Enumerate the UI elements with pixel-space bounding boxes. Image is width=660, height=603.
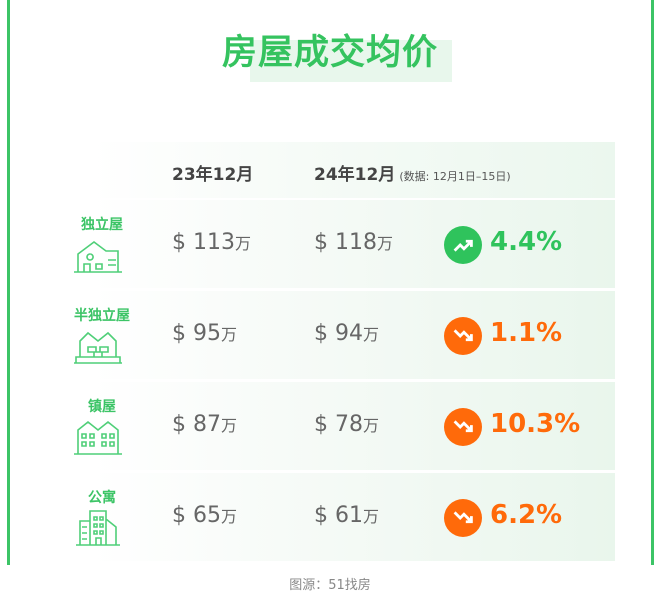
property-type: 公寓 bbox=[88, 490, 116, 506]
image-source-caption: 图源：51找房 bbox=[289, 578, 371, 593]
apartment-icon bbox=[76, 510, 120, 546]
property-type: 镇屋 bbox=[88, 399, 116, 415]
price-2024-value: $ 94 bbox=[314, 321, 363, 346]
price-unit: 万 bbox=[362, 325, 379, 344]
table-row: 半独立屋 $ 95万 $ 94万 1.1% bbox=[74, 291, 615, 379]
change-percent: 4.4% bbox=[490, 227, 563, 257]
table-row: 公寓 $ 65万 $ 61万 6.2% bbox=[76, 473, 615, 561]
price-2023-value: $ 95 bbox=[172, 321, 221, 346]
detached-house-icon bbox=[74, 241, 122, 273]
price-unit: 万 bbox=[376, 234, 393, 253]
price-2024: $ 118万 bbox=[314, 230, 393, 255]
semi-detached-house-icon bbox=[74, 331, 122, 364]
price-unit: 万 bbox=[220, 416, 237, 435]
townhouse-icon bbox=[74, 420, 122, 455]
trend-down-icon bbox=[444, 499, 482, 537]
price-2023: $ 95万 bbox=[172, 321, 237, 346]
table-header: 23年12月 24年12月 (数据: 12月1日–15日) bbox=[92, 142, 615, 198]
price-2023: $ 65万 bbox=[172, 503, 237, 528]
trend-down-icon bbox=[444, 408, 482, 446]
price-2024: $ 78万 bbox=[314, 412, 379, 437]
price-2023: $ 87万 bbox=[172, 412, 237, 437]
price-unit: 万 bbox=[234, 234, 251, 253]
col-2024-header: 24年12月 (数据: 12月1日–15日) bbox=[314, 160, 511, 185]
property-type: 半独立屋 bbox=[74, 308, 130, 324]
table-row: 独立屋 $ 113万 $ 118万 4.4% bbox=[74, 200, 615, 288]
trend-up-icon bbox=[444, 226, 482, 264]
price-2023: $ 113万 bbox=[172, 230, 251, 255]
price-2024-value: $ 78 bbox=[314, 412, 363, 437]
green-frame bbox=[7, 0, 654, 565]
property-type: 独立屋 bbox=[81, 217, 123, 233]
page-title: 房屋成交均价 bbox=[221, 33, 438, 73]
change-percent: 10.3% bbox=[490, 409, 581, 439]
price-unit: 万 bbox=[220, 507, 237, 526]
date-range-note: (数据: 12月1日–15日) bbox=[399, 170, 511, 183]
price-2024: $ 94万 bbox=[314, 321, 379, 346]
col-2024-label: 24年12月 bbox=[314, 165, 396, 185]
price-2023-value: $ 65 bbox=[172, 503, 221, 528]
price-unit: 万 bbox=[362, 507, 379, 526]
col-2023-header: 23年12月 bbox=[172, 165, 254, 185]
price-unit: 万 bbox=[220, 325, 237, 344]
trend-down-icon bbox=[444, 317, 482, 355]
price-2024: $ 61万 bbox=[314, 503, 379, 528]
table-row: 镇屋 $ 87万 $ 78万 10.3% bbox=[74, 382, 615, 470]
price-2024-value: $ 118 bbox=[314, 230, 377, 255]
change-percent: 6.2% bbox=[490, 500, 563, 530]
price-2024-value: $ 61 bbox=[314, 503, 363, 528]
price-table: 23年12月 24年12月 (数据: 12月1日–15日) 独立屋 $ 113万 … bbox=[74, 142, 615, 563]
price-2023-value: $ 87 bbox=[172, 412, 221, 437]
change-percent: 1.1% bbox=[490, 318, 563, 348]
price-unit: 万 bbox=[362, 416, 379, 435]
title-highlight bbox=[250, 40, 452, 82]
price-2023-value: $ 113 bbox=[172, 230, 235, 255]
